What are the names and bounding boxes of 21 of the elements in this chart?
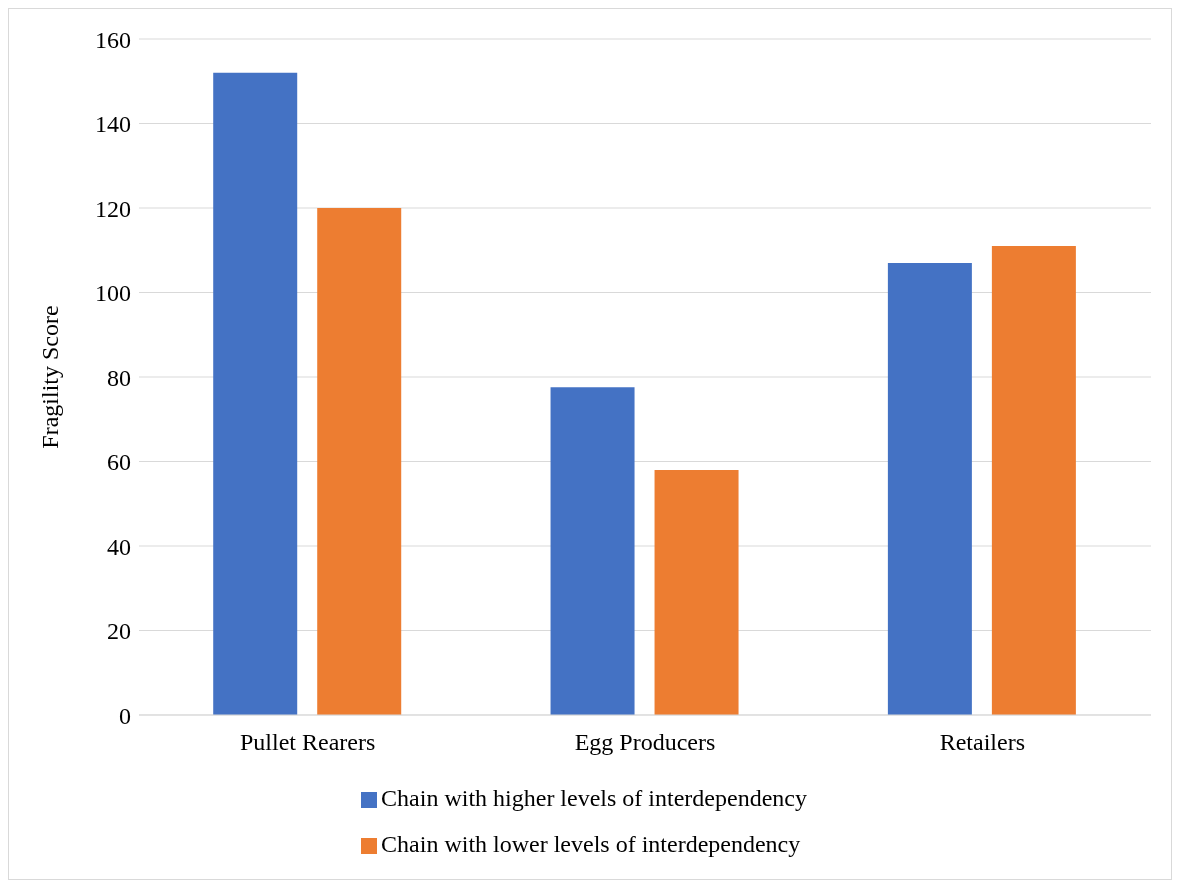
legend-label: Chain with lower levels of interdependency (381, 831, 801, 857)
y-tick-label: 40 (107, 533, 131, 560)
y-tick-label: 60 (107, 449, 131, 476)
bar (213, 72, 298, 715)
legend-label: Chain with higher levels of interdependency (381, 785, 807, 811)
y-tick-label: 140 (95, 111, 131, 138)
x-tick-label: Pullet Rearers (240, 729, 376, 756)
y-tick-label: 80 (107, 364, 131, 391)
y-axis-title: Fragility Score (36, 305, 63, 449)
bar (887, 262, 972, 715)
bar (317, 208, 402, 715)
bar (550, 387, 635, 715)
y-tick-label: 100 (95, 280, 131, 307)
y-tick-label: 0 (119, 702, 131, 729)
y-tick-label: 20 (107, 618, 131, 645)
bar (654, 469, 739, 715)
y-tick-label: 120 (95, 195, 131, 222)
x-tick-label: Retailers (939, 729, 1025, 756)
x-tick-label: Egg Producers (574, 729, 716, 756)
bar (991, 246, 1076, 715)
y-tick-label: 160 (95, 26, 131, 53)
